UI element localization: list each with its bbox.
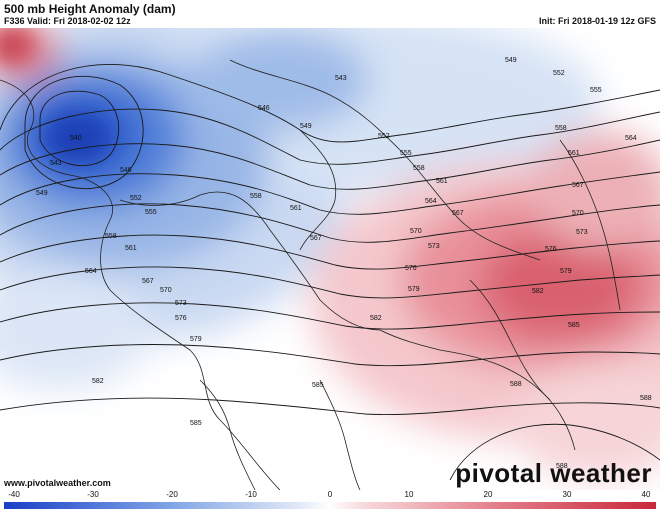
colorbar-tick-label: -30 (87, 490, 99, 499)
contour-label: 552 (378, 133, 390, 140)
height-contours (0, 64, 660, 481)
contour-label: 543 (335, 75, 347, 82)
contour-label: 549 (300, 123, 312, 130)
contour-labels: 540 543 543 546 546 549 549 549 552 552 … (36, 57, 652, 470)
contour-label: 552 (553, 70, 565, 77)
map-title: 500 mb Height Anomaly (dam) (4, 2, 176, 16)
contour-label: 546 (120, 167, 132, 174)
contour-label: 579 (560, 268, 572, 275)
contour-label: 558 (555, 125, 567, 132)
contour-label: 549 (505, 57, 517, 64)
contour-label: 573 (428, 243, 440, 250)
contour-label: 561 (436, 178, 448, 185)
pivotal-weather-logo: pivotal weather (455, 458, 652, 488)
colorbar-gradient (4, 502, 656, 509)
contour-label: 585 (190, 420, 202, 427)
contour-label: 576 (545, 246, 557, 253)
anomaly-colorbar: -40 -30 -20 -10 0 10 20 30 40 (0, 490, 660, 510)
contour-label: 579 (408, 286, 420, 293)
contour-label: 540 (70, 135, 82, 142)
contour-label: 588 (640, 395, 652, 402)
contour-label: 558 (105, 233, 117, 240)
contour-label: 582 (92, 378, 104, 385)
weather-map: 540 543 543 546 546 549 549 549 552 552 … (0, 28, 660, 490)
contour-label: 570 (410, 228, 422, 235)
contour-label: 564 (85, 268, 97, 275)
colorbar-tick-label: 40 (641, 490, 651, 499)
colorbar-tick-label: 0 (327, 490, 333, 499)
contour-label: 561 (125, 245, 137, 252)
contour-label: 576 (175, 315, 187, 322)
contour-label: 555 (145, 209, 157, 216)
coastlines (0, 59, 621, 490)
init-time: Init: Fri 2018-01-19 12z GFS (538, 16, 656, 26)
contour-label: 549 (36, 190, 48, 197)
contour-label: 585 (568, 322, 580, 329)
contour-label: 564 (625, 135, 637, 142)
contour-label: 555 (590, 87, 602, 94)
contour-label: 555 (400, 150, 412, 157)
contour-label: 543 (50, 160, 62, 167)
contour-label: 561 (290, 205, 302, 212)
colorbar-tick-label: 30 (562, 490, 572, 499)
website-url: www.pivotalweather.com (4, 478, 111, 488)
contour-label: 567 (572, 182, 584, 189)
contour-label: 588 (556, 463, 568, 470)
contour-label: 570 (572, 210, 584, 217)
contour-label: 558 (250, 193, 262, 200)
contour-label: 546 (258, 105, 270, 112)
colorbar-tick-label: -20 (166, 490, 178, 499)
contour-label: 585 (312, 382, 324, 389)
contour-label: 558 (413, 165, 425, 172)
contour-label: 564 (425, 198, 437, 205)
colorbar-tick-label: 20 (483, 490, 493, 499)
contour-label: 567 (142, 278, 154, 285)
contour-label: 567 (452, 210, 464, 217)
contour-label: 570 (160, 287, 172, 294)
contour-label: 567 (310, 235, 322, 242)
contour-label: 588 (510, 381, 522, 388)
colorbar-tick-label: -10 (245, 490, 257, 499)
map-header: 500 mb Height Anomaly (dam) F336 Valid: … (0, 0, 660, 28)
contour-label: 561 (568, 150, 580, 157)
contour-label: 582 (370, 315, 382, 322)
contour-label: 576 (405, 265, 417, 272)
colorbar-tick-label: 10 (404, 490, 414, 499)
contour-label: 573 (576, 229, 588, 236)
contour-label: 579 (190, 336, 202, 343)
contour-label: 552 (130, 195, 142, 202)
anomaly-shading (0, 28, 660, 490)
contour-label: 573 (175, 300, 187, 307)
contour-label: 582 (532, 288, 544, 295)
valid-time: F336 Valid: Fri 2018-02-02 12z (4, 16, 131, 26)
colorbar-tick-label: -40 (8, 490, 20, 499)
